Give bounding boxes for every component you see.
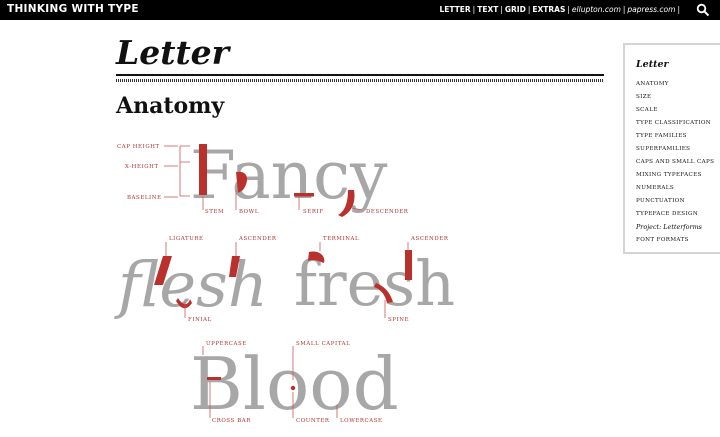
nav-letter[interactable]: LETTER: [439, 5, 471, 14]
sidebar-item-typeface-design[interactable]: TYPEFACE DESIGN: [636, 211, 699, 217]
site-title[interactable]: THINKING WITH TYPE: [7, 3, 139, 15]
nav-separator: |: [677, 5, 680, 14]
top-bar: THINKING WITH TYPE LETTER | TEXT | GRID | EXTR…: [0, 0, 720, 20]
stem-highlight: [199, 144, 207, 195]
title-rule-dotted: [116, 79, 604, 82]
label-stem: STEM: [205, 209, 224, 215]
sidebar-item-superfamilies[interactable]: SUPERFAMILIES: [636, 146, 691, 152]
label-bowl: BOWL: [239, 209, 259, 215]
counter-dot: [290, 385, 296, 391]
word-flesh: flesh: [114, 248, 268, 321]
label-cap-height: CAP HEIGHT: [117, 144, 160, 150]
serif-highlight: [294, 193, 314, 197]
terminal-highlight: [308, 251, 325, 263]
sidebar-item-mixing-typefaces[interactable]: MIXING TYPEFACES: [636, 172, 702, 178]
sidebar-item-type-families[interactable]: TYPE FAMILIES: [636, 133, 687, 139]
nav-separator: |: [527, 5, 531, 14]
sidebar-item-font-formats[interactable]: FONT FORMATS: [636, 237, 689, 243]
title-rule: [116, 74, 604, 76]
sidebar-item-type-classification[interactable]: TYPE CLASSIFICATION: [636, 120, 712, 126]
label-small-capital: SMALL CAPITAL: [296, 341, 350, 347]
sidebar-item-scale[interactable]: SCALE: [636, 107, 658, 113]
sidebar-item-anatomy[interactable]: ANATOMY: [636, 81, 669, 87]
word-fancy: Fancy: [190, 137, 388, 214]
descender-highlight: [338, 190, 355, 217]
page-title: Letter: [116, 33, 230, 72]
label-descender: DESCENDER: [366, 209, 409, 215]
label-ascender-2: ASCENDER: [410, 236, 449, 242]
nav-papress-link[interactable]: papress.com: [627, 5, 676, 14]
section-title: Anatomy: [116, 93, 225, 119]
leader-descender: [351, 207, 363, 211]
ascender-highlight-2: [405, 250, 412, 280]
label-lowercase: LOWERCASE: [340, 418, 383, 424]
sidebar-heading[interactable]: Letter: [636, 59, 669, 70]
sidebar-list: ANATOMY SIZE SCALE TYPE CLASSIFICATION T…: [636, 78, 714, 247]
label-serif: SERIF: [303, 209, 324, 215]
label-finial: FINIAL: [188, 317, 212, 323]
nav-separator: |: [567, 5, 570, 14]
label-ascender-1: ASCENDER: [238, 236, 277, 242]
finial-highlight: [176, 298, 192, 309]
ascender-highlight: [229, 256, 240, 277]
label-counter: COUNTER: [296, 418, 330, 424]
search-icon[interactable]: [696, 3, 710, 17]
word-blood: Blood: [190, 342, 399, 426]
nav-separator: |: [472, 5, 476, 14]
sidebar-item-caps-small-caps[interactable]: CAPS AND SMALL CAPS: [636, 159, 715, 165]
bowl-highlight: [236, 171, 248, 193]
nav-ellupton-link[interactable]: ellupton.com: [571, 5, 621, 14]
label-ligature: LIGATURE: [169, 236, 204, 242]
label-cross-bar: CROSS BAR: [212, 418, 251, 424]
sidebar-nav: Letter ANATOMY SIZE SCALE TYPE CLASSIFIC…: [623, 43, 720, 254]
label-baseline: BASELINE: [127, 195, 162, 201]
sidebar-item-project-letterforms[interactable]: Project: Letterforms: [636, 223, 702, 231]
spine-highlight: [374, 283, 393, 303]
ligature-highlight: [154, 256, 172, 285]
nav-separator: |: [622, 5, 626, 14]
label-x-height: X-HEIGHT: [125, 164, 159, 170]
label-uppercase: UPPERCASE: [206, 341, 247, 347]
sidebar-item-numerals[interactable]: NUMERALS: [636, 185, 675, 191]
top-nav: LETTER | TEXT | GRID | EXTRAS | ellupton.com | pap…: [439, 5, 682, 14]
nav-grid[interactable]: GRID: [504, 5, 526, 14]
sidebar-item-punctuation[interactable]: PUNCTUATION: [636, 198, 685, 204]
label-terminal: TERMINAL: [323, 236, 359, 242]
guide-bracket: [179, 145, 190, 197]
crossbar-highlight: [207, 377, 221, 380]
label-spine: SPINE: [388, 317, 409, 323]
nav-extras[interactable]: EXTRAS: [532, 5, 566, 14]
sidebar-item-size[interactable]: SIZE: [636, 94, 652, 100]
nav-separator: |: [500, 5, 503, 14]
nav-text[interactable]: TEXT: [477, 5, 499, 14]
